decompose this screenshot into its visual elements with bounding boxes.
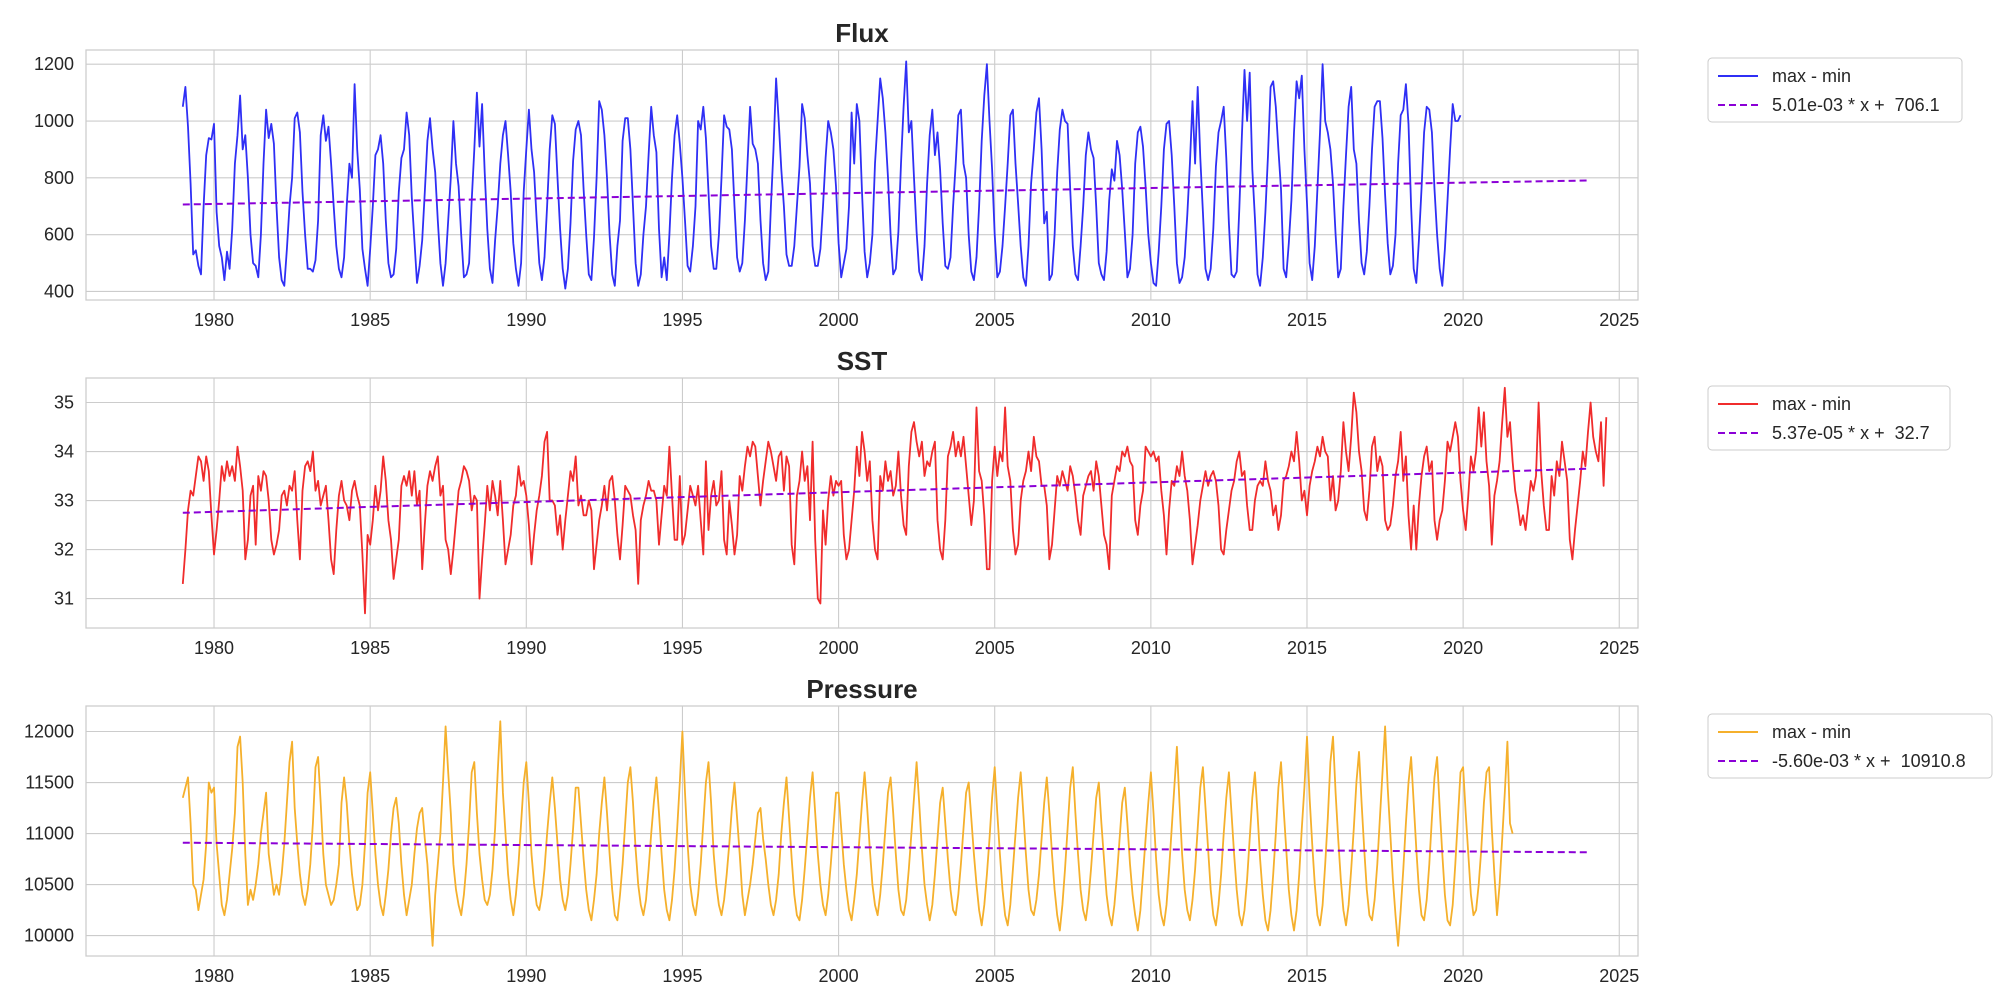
y-tick-label: 33 bbox=[54, 491, 74, 511]
legend-box bbox=[1707, 713, 1993, 779]
legend: max - min -5.60e-03 * x + 10910.8 bbox=[1707, 713, 1993, 779]
legend-box bbox=[1707, 385, 1951, 451]
series-line bbox=[181, 386, 1608, 615]
chart-title: SST bbox=[837, 346, 888, 376]
y-tick-label: 11500 bbox=[25, 773, 74, 793]
x-tick-label: 2025 bbox=[1599, 966, 1639, 986]
series-line bbox=[181, 60, 1462, 290]
x-tick-label: 2025 bbox=[1599, 638, 1639, 658]
legend-label: 5.37e-05 * x + 32.7 bbox=[1772, 423, 1930, 443]
y-tick-label: 400 bbox=[44, 281, 74, 301]
chart-title: Pressure bbox=[806, 674, 917, 704]
x-tick-label: 2015 bbox=[1287, 638, 1327, 658]
legend-label: max - min bbox=[1772, 66, 1851, 86]
x-tick-label: 1985 bbox=[350, 966, 390, 986]
x-tick-label: 2005 bbox=[975, 638, 1015, 658]
y-tick-label: 10500 bbox=[24, 875, 74, 895]
y-tick-label: 600 bbox=[44, 225, 74, 245]
x-tick-label: 2000 bbox=[819, 638, 859, 658]
x-tick-label: 2015 bbox=[1287, 966, 1327, 986]
y-tick-label: 35 bbox=[54, 393, 74, 413]
x-tick-label: 1980 bbox=[194, 310, 234, 330]
y-tick-label: 1200 bbox=[34, 54, 74, 74]
x-tick-label: 2020 bbox=[1443, 638, 1483, 658]
y-tick-label: 34 bbox=[54, 442, 74, 462]
x-tick-label: 2005 bbox=[975, 966, 1015, 986]
y-tick-label: 11000 bbox=[25, 824, 74, 844]
legend-label: max - min bbox=[1772, 722, 1851, 742]
x-tick-label: 2025 bbox=[1599, 310, 1639, 330]
plot-area bbox=[85, 377, 1639, 629]
trend-line bbox=[182, 179, 1589, 206]
x-tick-label: 1985 bbox=[350, 638, 390, 658]
legend-label: 5.01e-03 * x + 706.1 bbox=[1772, 95, 1940, 115]
y-tick-label: 10000 bbox=[24, 926, 74, 946]
x-tick-label: 2020 bbox=[1443, 966, 1483, 986]
x-tick-label: 1990 bbox=[506, 310, 546, 330]
trend-line bbox=[182, 467, 1589, 514]
x-tick-label: 2005 bbox=[975, 310, 1015, 330]
legend-label: max - min bbox=[1772, 394, 1851, 414]
chart-panel-2: 1980 1985 1990 1995 2000 2005 2010 2015 2020 2025… bbox=[24, 674, 1993, 986]
chart-panel-0: 1980 1985 1990 1995 2000 2005 2010 2015 2020 2025… bbox=[34, 18, 1963, 330]
legend-box bbox=[1707, 57, 1963, 123]
y-tick-label: 12000 bbox=[24, 722, 74, 742]
x-tick-label: 1980 bbox=[194, 638, 234, 658]
x-tick-label: 1995 bbox=[662, 966, 702, 986]
x-tick-label: 2010 bbox=[1131, 310, 1171, 330]
legend-label: -5.60e-03 * x + 10910.8 bbox=[1772, 751, 1966, 771]
x-tick-label: 2015 bbox=[1287, 310, 1327, 330]
x-tick-label: 2020 bbox=[1443, 310, 1483, 330]
chart-title: Flux bbox=[835, 18, 889, 48]
x-tick-label: 1995 bbox=[662, 310, 702, 330]
legend: max - min 5.01e-03 * x + 706.1 bbox=[1707, 57, 1963, 123]
series-line bbox=[181, 720, 1514, 947]
y-tick-label: 32 bbox=[54, 540, 74, 560]
x-tick-label: 1990 bbox=[506, 966, 546, 986]
trend-line bbox=[182, 841, 1589, 854]
x-tick-label: 1985 bbox=[350, 310, 390, 330]
x-tick-label: 2010 bbox=[1131, 966, 1171, 986]
x-tick-label: 1990 bbox=[506, 638, 546, 658]
x-tick-label: 1995 bbox=[662, 638, 702, 658]
legend: max - min 5.37e-05 * x + 32.7 bbox=[1707, 385, 1951, 451]
x-tick-label: 2010 bbox=[1131, 638, 1171, 658]
x-tick-label: 1980 bbox=[194, 966, 234, 986]
chart-panel-1: 1980 1985 1990 1995 2000 2005 2010 2015 2020 2025… bbox=[54, 346, 1951, 658]
y-tick-label: 31 bbox=[54, 589, 74, 609]
y-tick-label: 1000 bbox=[34, 111, 74, 131]
y-tick-label: 800 bbox=[44, 168, 74, 188]
x-tick-label: 2000 bbox=[819, 966, 859, 986]
x-tick-label: 2000 bbox=[819, 310, 859, 330]
